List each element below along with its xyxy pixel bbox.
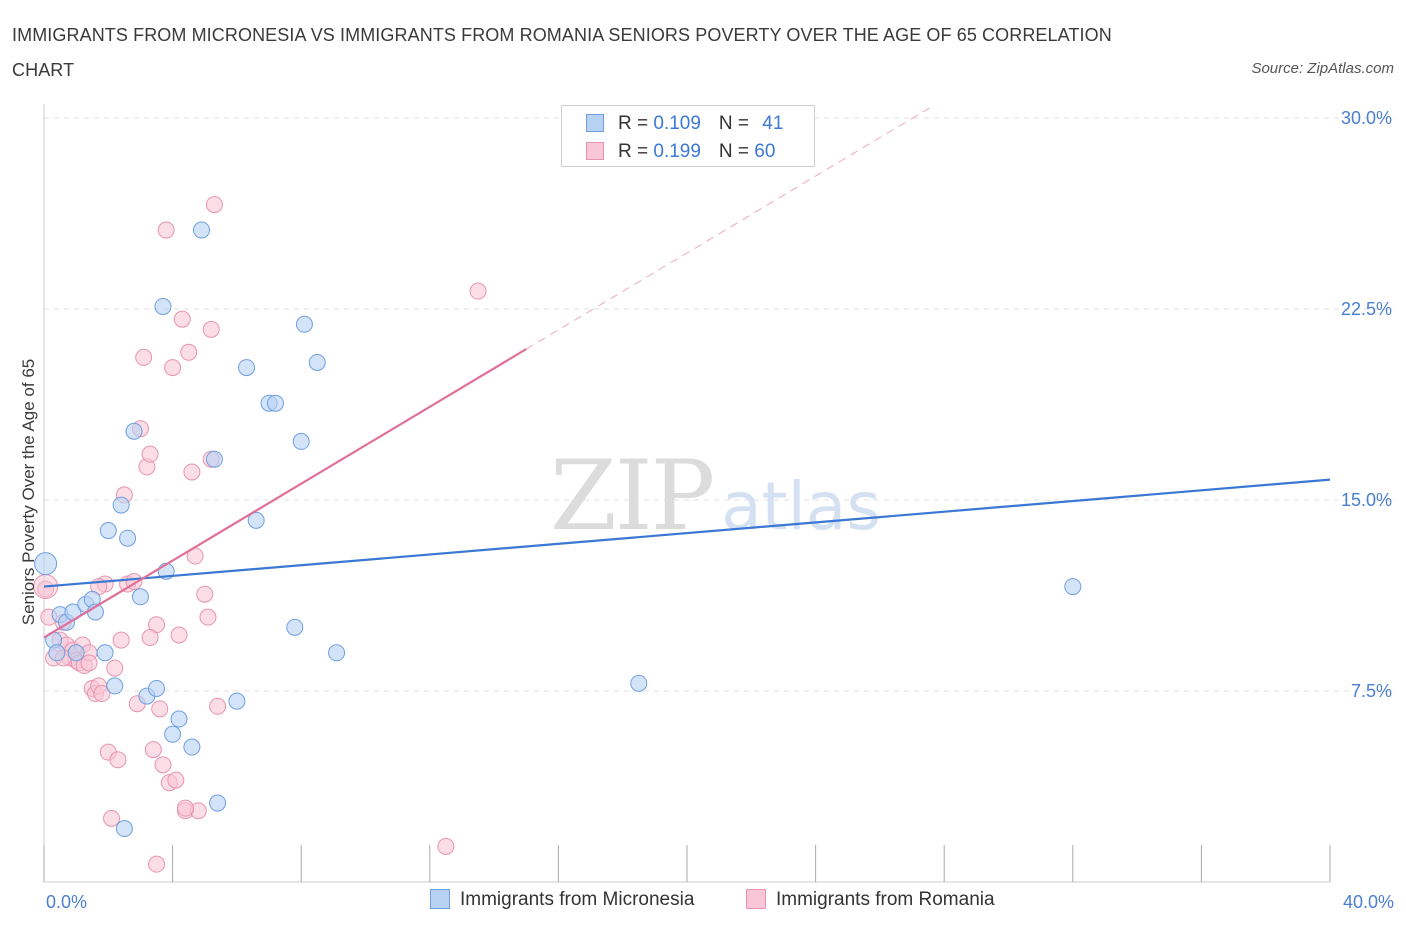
y-tick-label: 7.5% — [1351, 681, 1392, 701]
romania-point — [437, 837, 455, 855]
micronesia-point — [308, 353, 326, 371]
watermark: ZIP atlas — [550, 440, 881, 552]
micronesia-point — [295, 315, 313, 333]
romania-point — [109, 751, 127, 769]
romania-point — [173, 310, 191, 328]
y-tick-label: 15.0% — [1341, 490, 1392, 510]
legend-r-value: 0.109 — [653, 113, 701, 134]
romania-point — [141, 629, 159, 647]
romania-point — [141, 445, 159, 463]
chart-title: IMMIGRANTS FROM MICRONESIA VS IMMIGRANTS… — [12, 25, 1112, 80]
micronesia-point — [106, 677, 124, 695]
micronesia-point — [238, 359, 256, 377]
micronesia-trend-line — [43, 478, 1331, 588]
micronesia-point — [209, 794, 227, 812]
micronesia-point — [99, 522, 117, 540]
micronesia-point — [154, 297, 172, 315]
micronesia-point — [164, 725, 182, 743]
romania-point — [170, 626, 188, 644]
romania-point — [469, 282, 487, 300]
romania-point — [164, 359, 182, 377]
legend-row-romania: R = 0.199 N = 60 — [586, 141, 775, 167]
micronesia-point — [115, 820, 133, 838]
micronesia-point — [193, 221, 211, 239]
romania-legend-swatch — [746, 889, 766, 909]
micronesia-point — [119, 529, 137, 547]
legend-n-value: 60 — [754, 141, 776, 162]
legend-n-label: N = — [718, 113, 755, 134]
micronesia-legend-swatch — [430, 889, 450, 909]
romania-point — [196, 585, 214, 603]
micronesia-point — [148, 679, 166, 697]
legend-box: R = 0.109 N = 41 R = 0.199 N = 60 — [561, 105, 815, 167]
romania-point — [144, 741, 162, 759]
romania-point — [209, 697, 227, 715]
y-tick-label: 30.0% — [1341, 108, 1392, 128]
romania-point — [205, 196, 223, 214]
micronesia-point — [112, 496, 130, 514]
romania-point — [199, 608, 217, 626]
micronesia-point — [328, 644, 346, 662]
micronesia-point — [67, 644, 85, 662]
romania-legend-label: Immigrants from Romania — [776, 889, 995, 910]
romania-point — [106, 659, 124, 677]
romania-point — [112, 631, 130, 649]
micronesia-point — [205, 450, 223, 468]
legend-r-label: R = — [618, 141, 654, 162]
source-label: Source: ZipAtlas.com — [1251, 60, 1394, 77]
micronesia-point — [48, 644, 66, 662]
legend-row-micronesia: R = 0.109 N = 41 — [586, 113, 783, 139]
trend-lines — [43, 106, 1331, 639]
x-tick-label: 40.0% — [1343, 892, 1394, 912]
legend-r-value: 0.199 — [653, 141, 701, 162]
romania-swatch — [586, 142, 604, 160]
y-tick-label: 22.5% — [1341, 299, 1392, 319]
romania-point — [151, 700, 169, 718]
romania-point — [202, 320, 220, 338]
romania-trend-line — [43, 348, 527, 639]
axes — [43, 104, 1331, 883]
romania-point — [93, 685, 111, 703]
micronesia-point — [266, 394, 284, 412]
axis-labels: 7.5% 15.0% 22.5% 30.0% 0.0% 40.0% Seniors Pove… — [19, 108, 1394, 912]
micronesia-point — [131, 588, 149, 606]
micronesia-point — [34, 552, 58, 576]
micronesia-point — [1064, 578, 1082, 596]
romania-point — [80, 654, 98, 672]
romania-point — [154, 756, 172, 774]
bottom-legend-micronesia: Immigrants from Micronesia — [430, 889, 694, 911]
x-tick-label: 0.0% — [46, 892, 87, 912]
grid-lines — [44, 117, 1395, 692]
romania-point — [180, 343, 198, 361]
micronesia-point — [183, 738, 201, 756]
micronesia-points — [34, 221, 1082, 838]
legend-n-label: N = — [718, 141, 755, 162]
micronesia-point — [630, 674, 648, 692]
micronesia-point — [228, 692, 246, 710]
legend-r-label: R = — [618, 113, 654, 134]
romania-point — [103, 809, 121, 827]
bottom-legend-romania: Immigrants from Romania — [746, 889, 995, 911]
micronesia-point — [96, 644, 114, 662]
micronesia-point — [247, 511, 265, 529]
micronesia-point — [125, 422, 143, 440]
romania-trend-extension — [525, 106, 933, 350]
micronesia-point — [292, 432, 310, 450]
micronesia-legend-label: Immigrants from Micronesia — [460, 889, 695, 910]
watermark-atlas: atlas — [721, 468, 881, 545]
romania-point — [135, 348, 153, 366]
legend-n-value: 41 — [762, 113, 784, 134]
romania-point — [148, 855, 166, 873]
micronesia-swatch — [586, 114, 604, 132]
romania-point — [176, 799, 194, 817]
y-axis-label: Seniors Poverty Over the Age of 65 — [19, 359, 38, 625]
romania-point — [167, 771, 185, 789]
micronesia-point — [286, 618, 304, 636]
micronesia-point — [170, 710, 188, 728]
romania-point — [157, 221, 175, 239]
romania-point — [183, 463, 201, 481]
